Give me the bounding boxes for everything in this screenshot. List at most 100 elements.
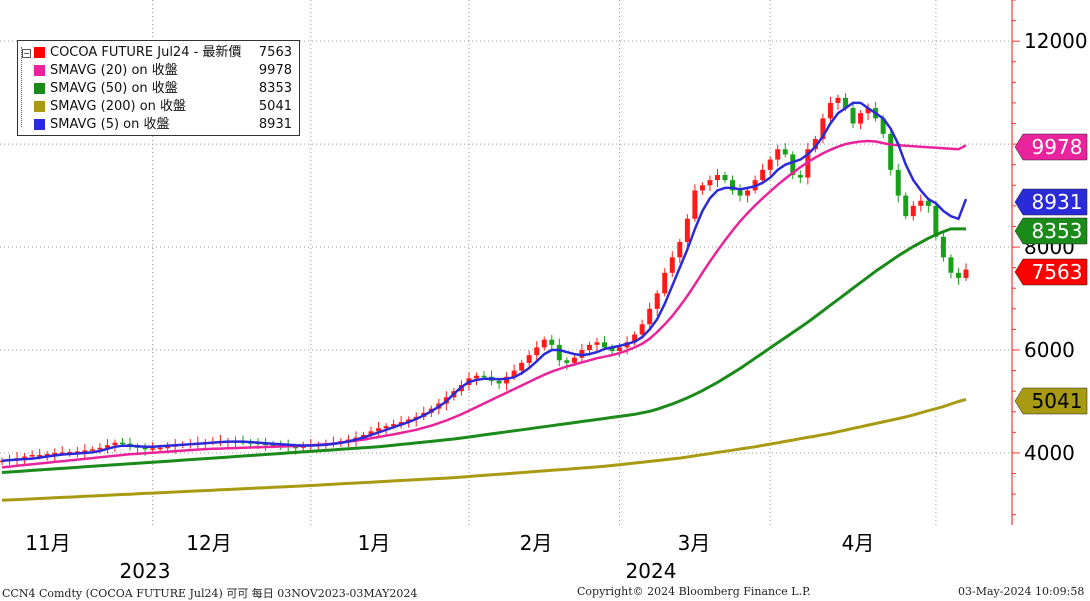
footer-ticker: CCN4 Comdty (COCOA FUTURE Jul24) 可可 每日 0…	[2, 587, 418, 600]
x-month-label-2: 1月	[358, 531, 391, 555]
value-tag-0	[1014, 133, 1088, 161]
candle-body-127	[955, 272, 961, 278]
value-tag-label-4: 5041	[1032, 389, 1083, 413]
legend-swatch-sma20	[34, 65, 45, 76]
legend-entry-sma20: SMAVG (20) on 收盤 9978	[34, 62, 296, 80]
value-tag-label-3: 7563	[1032, 260, 1083, 284]
x-month-label-3: 2月	[520, 531, 553, 555]
candle-body-80	[602, 342, 607, 348]
candle-body-113	[850, 108, 856, 124]
candle-body-13	[97, 447, 103, 450]
candle-body-91	[684, 218, 690, 242]
candle-body-11	[82, 450, 88, 452]
candle-body-73	[549, 339, 555, 345]
candle-body-66	[496, 380, 502, 384]
candle-body-71	[534, 347, 540, 356]
candle-body-95	[714, 175, 720, 181]
legend-name-sma50: SMAVG (50) on 收盤	[50, 81, 178, 96]
candle-body-15	[112, 442, 118, 446]
candle-body-103	[775, 149, 781, 160]
candle-body-114	[858, 113, 864, 124]
legend-value-sma5: 8931	[258, 117, 292, 132]
value-tag-label-1: 8931	[1032, 190, 1083, 214]
candle-body-102	[767, 159, 773, 170]
chart-legend: − COCOA FUTURE Jul24 - 最新價 7563 SMAVG (2…	[17, 40, 300, 136]
candle-body-89	[669, 257, 675, 273]
x-month-label-5: 4月	[842, 531, 875, 555]
candle-body-49	[368, 431, 374, 435]
y-tick-label-1: 6000	[1024, 338, 1075, 362]
legend-value-price: 7563	[258, 45, 292, 60]
candle-body-75	[564, 360, 570, 363]
legend-entry-sma200: SMAVG (200) on 收盤 5041	[34, 98, 296, 116]
candle-body-63	[473, 375, 479, 379]
legend-tree-line: −	[21, 47, 31, 127]
candle-body-22	[165, 446, 171, 449]
candle-body-5	[37, 455, 43, 457]
legend-name-price: COCOA FUTURE Jul24 - 最新價	[50, 45, 242, 60]
candle-body-123	[925, 200, 931, 206]
candle-body-121	[910, 205, 916, 217]
candle-body-51	[383, 426, 389, 429]
value-tag-3	[1014, 258, 1088, 286]
candle-body-8	[59, 452, 65, 454]
candle-body-50	[376, 428, 382, 432]
candle-body-86	[647, 308, 653, 325]
candle-body-120	[903, 195, 909, 217]
footer-timestamp: 03-May-2024 10:09:58	[958, 585, 1085, 598]
sma20-line	[1, 139, 967, 469]
candle-body-106	[797, 175, 803, 178]
candle-body-119	[895, 169, 901, 196]
legend-name-sma20: SMAVG (20) on 收盤	[50, 63, 178, 78]
candle-body-122	[918, 200, 924, 206]
candle-body-94	[707, 180, 713, 186]
candle-body-76	[571, 357, 577, 363]
candle-body-85	[639, 324, 645, 335]
candle-body-125	[940, 236, 946, 258]
candle-body-126	[948, 257, 954, 273]
candle-body-21	[157, 447, 163, 450]
candle-body-90	[677, 241, 683, 258]
footer-copyright: Copyright© 2024 Bloomberg Finance L.P.	[577, 585, 811, 598]
legend-name-sma5: SMAVG (5) on 收盤	[50, 117, 170, 132]
candle-body-87	[654, 293, 660, 309]
legend-name-sma200: SMAVG (200) on 收盤	[50, 99, 187, 114]
candle-body-40	[300, 446, 306, 448]
x-month-label-0: 11月	[25, 531, 70, 555]
candle-body-20	[150, 448, 156, 450]
candle-body-79	[594, 342, 600, 345]
candle-body-92	[692, 190, 698, 219]
candle-body-99	[745, 190, 751, 196]
candle-body-118	[888, 133, 894, 170]
candle-body-64	[481, 375, 487, 378]
legend-value-sma50: 8353	[258, 81, 292, 96]
candle-body-7	[52, 452, 58, 455]
candle-body-124	[933, 205, 939, 237]
candle-body-4	[29, 455, 35, 457]
x-month-label-1: 12月	[186, 531, 231, 555]
candle-body-96	[722, 175, 728, 181]
candle-body-68	[511, 370, 517, 377]
x-year-label-0: 2023	[120, 559, 171, 583]
candle-body-69	[519, 362, 525, 371]
legend-entry-sma50: SMAVG (50) on 收盤 8353	[34, 80, 296, 98]
legend-collapse-icon[interactable]: −	[22, 49, 31, 58]
candle-body-115	[865, 108, 871, 114]
sma5-line	[1, 101, 968, 462]
value-tag-label-2: 8353	[1032, 219, 1083, 243]
candle-body-112	[843, 97, 848, 109]
value-tag-4	[1014, 387, 1088, 415]
sma200-line	[1, 397, 967, 502]
candle-body-14	[104, 445, 110, 448]
candle-body-88	[662, 272, 668, 294]
legend-swatch-sma200	[34, 101, 45, 112]
x-month-label-4: 3月	[678, 531, 711, 555]
candle-body-72	[541, 339, 547, 348]
candle-body-98	[737, 190, 743, 196]
candle-body-19	[142, 447, 148, 450]
candle-body-12	[89, 449, 95, 451]
candle-body-9	[67, 451, 73, 454]
candle-body-93	[699, 185, 705, 191]
candle-body-101	[760, 169, 766, 181]
